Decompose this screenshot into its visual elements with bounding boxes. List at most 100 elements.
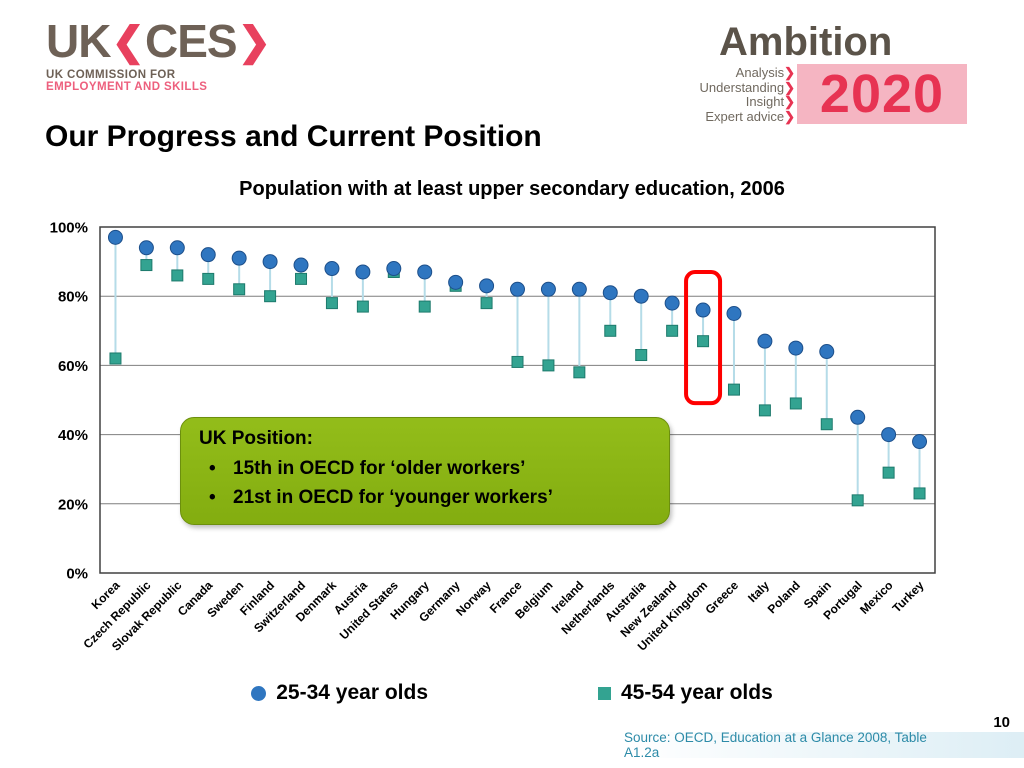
legend-item-25-34: 25-34 year olds: [251, 681, 428, 705]
y-axis-tick-label: 20%: [58, 496, 88, 513]
data-point-25-34: [138, 240, 154, 256]
data-point-25-34: [819, 344, 835, 360]
ambition-2020-badge: 2020: [797, 64, 967, 124]
y-axis-tick-label: 0%: [66, 566, 88, 583]
data-point-25-34: [912, 434, 928, 450]
bullet-icon: •: [209, 487, 216, 508]
data-point-25-34: [540, 281, 556, 297]
callout-title: UK Position:: [199, 428, 313, 449]
data-point-45-54: [325, 297, 338, 310]
chevron-icon: ❯: [784, 65, 795, 80]
x-axis-category-label: Italy: [745, 578, 772, 605]
data-point-45-54: [109, 352, 122, 365]
data-point-45-54: [264, 290, 277, 303]
ambition-tagline: Understanding❯: [699, 79, 795, 95]
data-point-45-54: [635, 349, 648, 362]
data-point-45-54: [882, 466, 895, 479]
bullet-icon: •: [209, 458, 216, 479]
x-axis-category-label: Mexico: [857, 578, 896, 617]
x-axis-category-label: Norway: [453, 578, 494, 619]
data-point-45-54: [511, 355, 524, 368]
ambition-title: Ambition: [719, 20, 893, 64]
ambition-taglines: Analysis❯ Understanding❯ Insight❯ Expert…: [695, 64, 795, 124]
callout-bullet-2: • 21st in OECD for ‘younger workers’: [209, 483, 651, 512]
ukces-wordmark: UK❮CES❯: [46, 18, 271, 64]
ukces-tagline-2: EMPLOYMENT AND SKILLS: [46, 80, 208, 93]
data-point-45-54: [820, 418, 833, 431]
y-axis-tick-label: 80%: [58, 289, 88, 306]
chevron-icon: ❯: [784, 79, 795, 95]
chevron-icon: ❯: [784, 94, 795, 109]
y-axis-tick-label: 60%: [58, 358, 88, 375]
data-point-25-34: [293, 257, 309, 273]
data-point-25-34: [602, 285, 618, 301]
data-point-25-34: [726, 306, 742, 321]
data-point-45-54: [418, 300, 431, 313]
uk-position-callout: UK Position: • 15th in OECD for ‘older w…: [180, 417, 670, 525]
data-point-25-34: [757, 333, 773, 349]
y-axis-tick-label: 40%: [58, 427, 88, 444]
chart-title: Population with at least upper secondary…: [239, 178, 785, 200]
data-point-25-34: [417, 264, 433, 280]
ambition-tagline: Expert advice❯: [705, 108, 795, 124]
data-point-45-54: [697, 335, 710, 348]
legend-marker-square-icon: [598, 686, 611, 700]
ukces-tagline-1: UK COMMISSION FOR: [46, 69, 176, 81]
data-point-45-54: [202, 272, 215, 285]
data-point-45-54: [295, 272, 308, 285]
data-point-45-54: [604, 324, 617, 337]
x-axis-category-label: Turkey: [890, 578, 927, 615]
ambition-tagline: Insight❯: [745, 94, 795, 109]
data-point-25-34: [448, 274, 464, 290]
data-point-25-34: [695, 302, 711, 318]
data-point-25-34: [788, 340, 804, 356]
ukces-logo: UK❮CES❯ UK COMMISSION FOR EMPLOYMENT AND…: [46, 18, 271, 93]
legend-marker-circle-icon: [251, 685, 267, 701]
data-point-45-54: [758, 404, 771, 417]
callout-bullet-1: • 15th in OECD for ‘older workers’: [209, 454, 651, 483]
data-point-45-54: [233, 283, 246, 296]
ukces-left-chevron-icon: ❮: [111, 20, 145, 64]
data-point-45-54: [573, 366, 586, 379]
data-point-25-34: [231, 250, 247, 266]
uk-highlight-box: [684, 270, 723, 406]
data-point-45-54: [913, 487, 926, 500]
y-axis-tick-label: 100%: [50, 220, 88, 237]
callout-bullet-text: 21st in OECD for ‘younger workers’: [233, 487, 553, 508]
plot-border: [99, 226, 936, 574]
data-point-25-34: [200, 247, 216, 263]
data-point-45-54: [480, 297, 493, 310]
legend-item-45-54: 45-54 year olds: [598, 681, 773, 705]
data-point-45-54: [727, 383, 740, 396]
data-point-45-54: [851, 494, 864, 507]
source-band: Source: OECD, Education at a Glance 2008…: [624, 730, 1024, 760]
data-point-45-54: [356, 300, 369, 313]
data-point-25-34: [169, 240, 185, 256]
data-point-45-54: [666, 324, 679, 337]
ambition-2020-logo: Ambition Analysis❯ Understanding❯ Insigh…: [695, 22, 967, 124]
data-point-25-34: [107, 229, 123, 245]
data-point-45-54: [789, 397, 802, 410]
data-point-25-34: [324, 261, 340, 277]
page-title: Our Progress and Current Position: [45, 120, 542, 153]
chart-legend: 25-34 year olds 45-54 year olds: [0, 681, 1024, 705]
data-point-45-54: [140, 259, 153, 272]
x-axis-category-label: Greece: [702, 578, 741, 617]
data-point-25-34: [262, 254, 278, 270]
ambition-tagline: Analysis❯: [735, 65, 795, 80]
ambition-row: Analysis❯ Understanding❯ Insight❯ Expert…: [695, 64, 967, 124]
page-number: 10: [993, 714, 1010, 731]
data-point-25-34: [664, 295, 680, 311]
data-point-45-54: [542, 359, 555, 372]
data-point-25-34: [850, 409, 866, 425]
ukces-right-chevron-icon: ❯: [237, 20, 272, 64]
data-point-25-34: [881, 427, 897, 443]
legend-label: 45-54 year olds: [621, 681, 773, 704]
data-point-25-34: [633, 288, 649, 304]
data-point-25-34: [355, 264, 371, 280]
data-point-25-34: [386, 261, 402, 277]
chevron-icon: ❯: [784, 108, 795, 124]
source-citation: Source: OECD, Education at a Glance 2008…: [624, 730, 927, 760]
